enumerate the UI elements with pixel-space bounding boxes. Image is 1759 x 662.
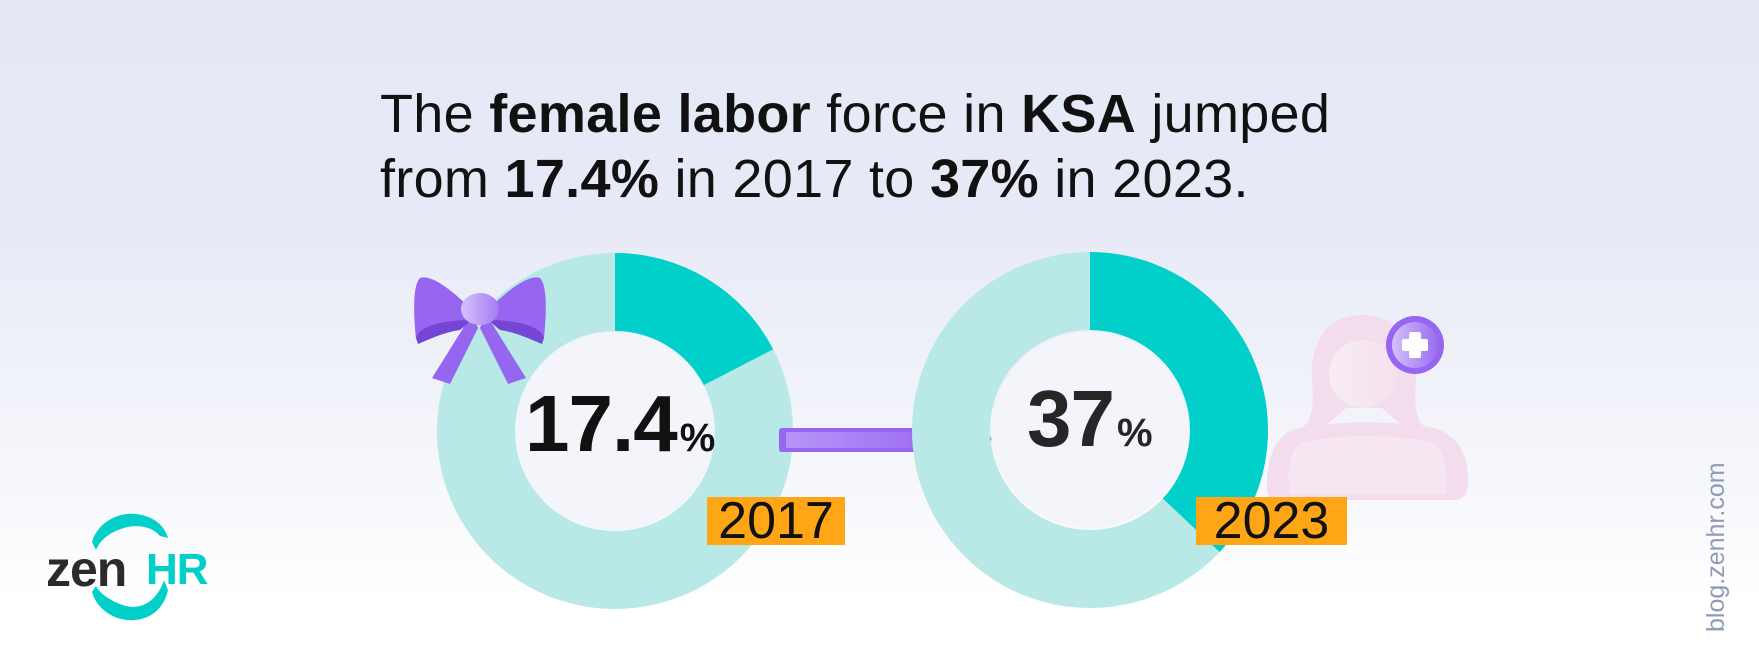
donut-chart-2023 [912,252,1268,608]
value-2023: 37% [1027,374,1153,463]
donut-hole [516,332,714,530]
headline-line-2: from 17.4% in 2017 to 37% in 2023. [380,149,1249,209]
donut-segment-filled [912,252,1268,608]
logo-text-zen: zen [46,541,127,597]
year-label-2023: 2023 [1196,495,1347,547]
donut-hole [992,332,1188,528]
bow-icon [414,277,546,384]
face [1329,340,1397,408]
year-label-2017: 2017 [707,495,845,547]
logo-ring-icon [92,513,168,621]
donut-chart-2017 [437,253,793,609]
headline: The female labor force in KSA jumped fro… [380,82,1330,212]
zenhr-logo[interactable]: zen HR [40,510,210,625]
logo-text-hr: HR [146,545,209,594]
plus-badge [1386,316,1444,374]
female-user-add-icon [1266,315,1468,500]
value-2017: 17.4% [525,379,716,468]
headline-line-1: The female labor force in KSA jumped [380,84,1331,144]
donut-segment-filled [437,253,793,609]
watermark-url[interactable]: blog.zenhr.com [1702,462,1730,632]
